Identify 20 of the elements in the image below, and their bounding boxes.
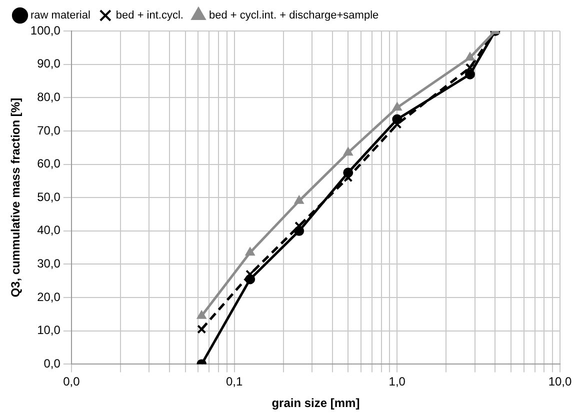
- y-tick-label: 80,0: [37, 90, 61, 104]
- y-tick-label: 100,0: [30, 23, 61, 38]
- y-tick-label: 40,0: [37, 223, 61, 238]
- y-tick-label: 70,0: [37, 123, 61, 138]
- x-tick-label: 1,0: [388, 374, 406, 389]
- y-tick-label: 0,0: [44, 356, 61, 371]
- x-tick-label: 10,0: [548, 374, 572, 389]
- y-tick-label: 60,0: [37, 156, 61, 171]
- x-tick-label: 0,0: [63, 374, 80, 389]
- legend-label: raw material: [30, 10, 90, 22]
- legend-label: bed + cycl.int. + discharge+sample: [208, 10, 379, 22]
- legend-label: bed + int.cycl.: [116, 10, 184, 22]
- y-tick-label: 50,0: [37, 190, 61, 204]
- y-tick-label: 10,0: [37, 323, 61, 338]
- y-tick-label: 30,0: [37, 256, 61, 271]
- y-tick-label: 90,0: [37, 56, 61, 71]
- x-tick-label: 0,1: [226, 374, 243, 389]
- x-axis-title: grain size [mm]: [272, 396, 360, 410]
- y-tick-label: 20,0: [37, 290, 61, 304]
- y-axis-title: Q3, cummulative mass fraction [%]: [8, 98, 23, 298]
